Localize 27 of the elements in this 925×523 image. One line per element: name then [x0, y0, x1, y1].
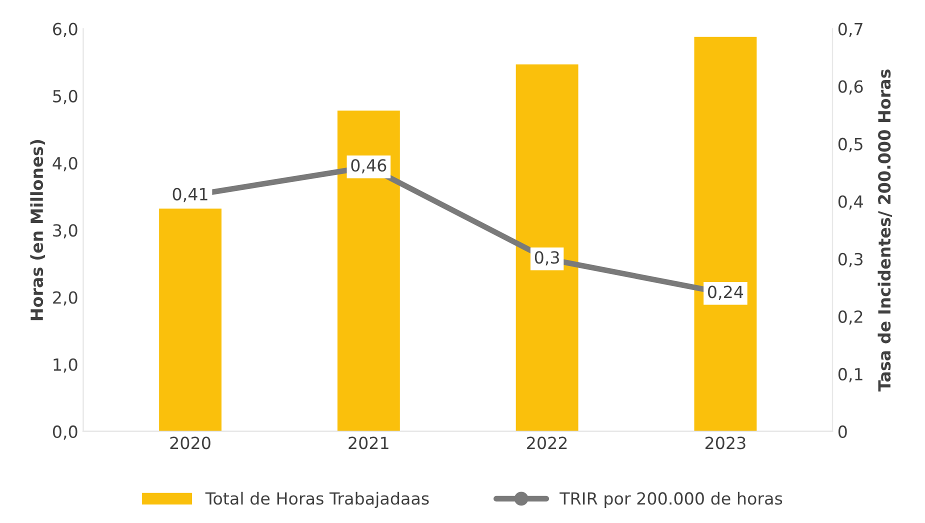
- x-tick-label: 2023: [705, 436, 746, 450]
- bar: [516, 64, 578, 432]
- y2-tick-label: 0,4: [838, 195, 863, 210]
- legend-label: Total de Horas Trabajadaas: [205, 492, 429, 508]
- y-tick-label: 3,0: [53, 224, 78, 238]
- y2-tick-label: 0,3: [838, 252, 863, 268]
- y2-tick-label: 0,5: [838, 138, 862, 152]
- y-tick-label: 0,0: [52, 425, 78, 440]
- bar: [337, 110, 400, 432]
- y2-tick-label: 0,7: [838, 22, 862, 38]
- bar: [694, 36, 757, 432]
- x-tick-label: 2020: [170, 436, 210, 450]
- y-tick-label: 4,0: [52, 156, 78, 172]
- y-tick-label: 5,0: [53, 90, 78, 104]
- x-tick-label: 2021: [348, 436, 388, 450]
- legend-label: TRIR por 200.000 de horas: [560, 492, 782, 508]
- y-tick-label: 1,0: [54, 358, 78, 373]
- y2-tick-label: 0,6: [838, 80, 863, 95]
- y-axis-title: Horas (en Millones): [30, 140, 46, 320]
- y2-tick-label: 0,2: [838, 310, 862, 325]
- y2-tick-label: 0,1: [838, 368, 862, 382]
- y2-tick-label: 0: [838, 425, 847, 438]
- y-tick-label: 6,0: [53, 22, 78, 38]
- x-tick-label: 2022: [527, 436, 567, 450]
- y2-axis-title: Tasa de Incidentes/ 200.000 Horas: [878, 70, 892, 392]
- y-tick-label: 2,0: [53, 291, 78, 306]
- bar: [159, 208, 222, 432]
